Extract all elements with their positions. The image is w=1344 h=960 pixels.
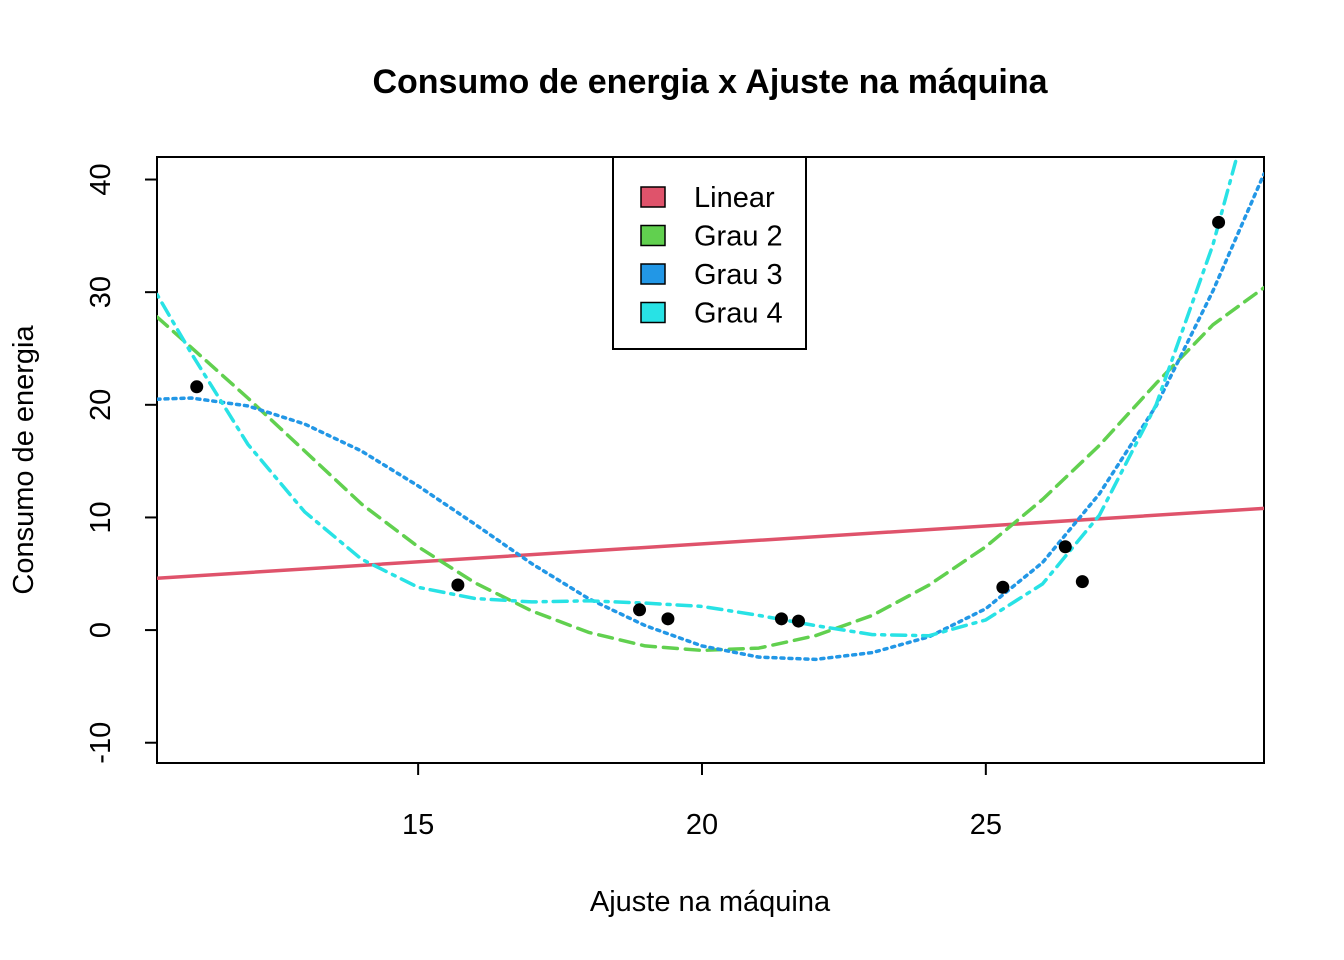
legend-label-grau-3: Grau 3: [694, 259, 783, 291]
y-tick-label: -10: [85, 722, 117, 764]
y-axis-label: Consumo de energia: [8, 325, 40, 595]
x-tick-label: 15: [402, 809, 434, 841]
data-point: [190, 380, 204, 394]
data-point: [633, 603, 647, 617]
points-layer: [190, 215, 1226, 628]
series-line-grau-2: [157, 285, 1264, 653]
y-tick-label: 30: [85, 276, 117, 308]
legend-label-grau-2: Grau 2: [694, 221, 783, 253]
legend-swatch-grau-2: [640, 224, 666, 247]
data-point: [996, 580, 1010, 594]
series-line-grau-3: [157, 172, 1264, 662]
series-layer: [157, 159, 1264, 662]
data-point: [451, 578, 465, 592]
legend: Linear Grau 2 Grau 3 Grau 4: [612, 156, 807, 350]
legend-label-grau-4: Grau 4: [694, 298, 783, 330]
data-point: [1058, 540, 1072, 554]
y-tick-label: 40: [85, 163, 117, 195]
y-tick-label: 20: [85, 389, 117, 421]
y-axis: -10 0 10 20 30 40: [85, 163, 158, 764]
x-tick-label: 20: [686, 809, 718, 841]
x-tick-label: 25: [970, 809, 1002, 841]
data-point: [661, 612, 675, 626]
data-point: [774, 612, 788, 626]
legend-swatch-grau-4: [640, 301, 666, 324]
chart-title: Consumo de energia x Ajuste na máquina: [372, 63, 1048, 101]
data-point: [791, 614, 805, 628]
x-axis-label: Ajuste na máquina: [590, 886, 831, 918]
y-tick-label: 10: [85, 501, 117, 533]
x-axis: 15 20 25: [402, 762, 1002, 841]
legend-label-linear: Linear: [694, 182, 775, 214]
data-point: [1212, 215, 1226, 229]
legend-swatch-grau-3: [640, 263, 666, 285]
series-line-grau-4: [157, 159, 1238, 638]
y-tick-label: 0: [85, 622, 117, 638]
data-point: [1075, 575, 1089, 589]
legend-swatch-linear: [640, 186, 666, 208]
